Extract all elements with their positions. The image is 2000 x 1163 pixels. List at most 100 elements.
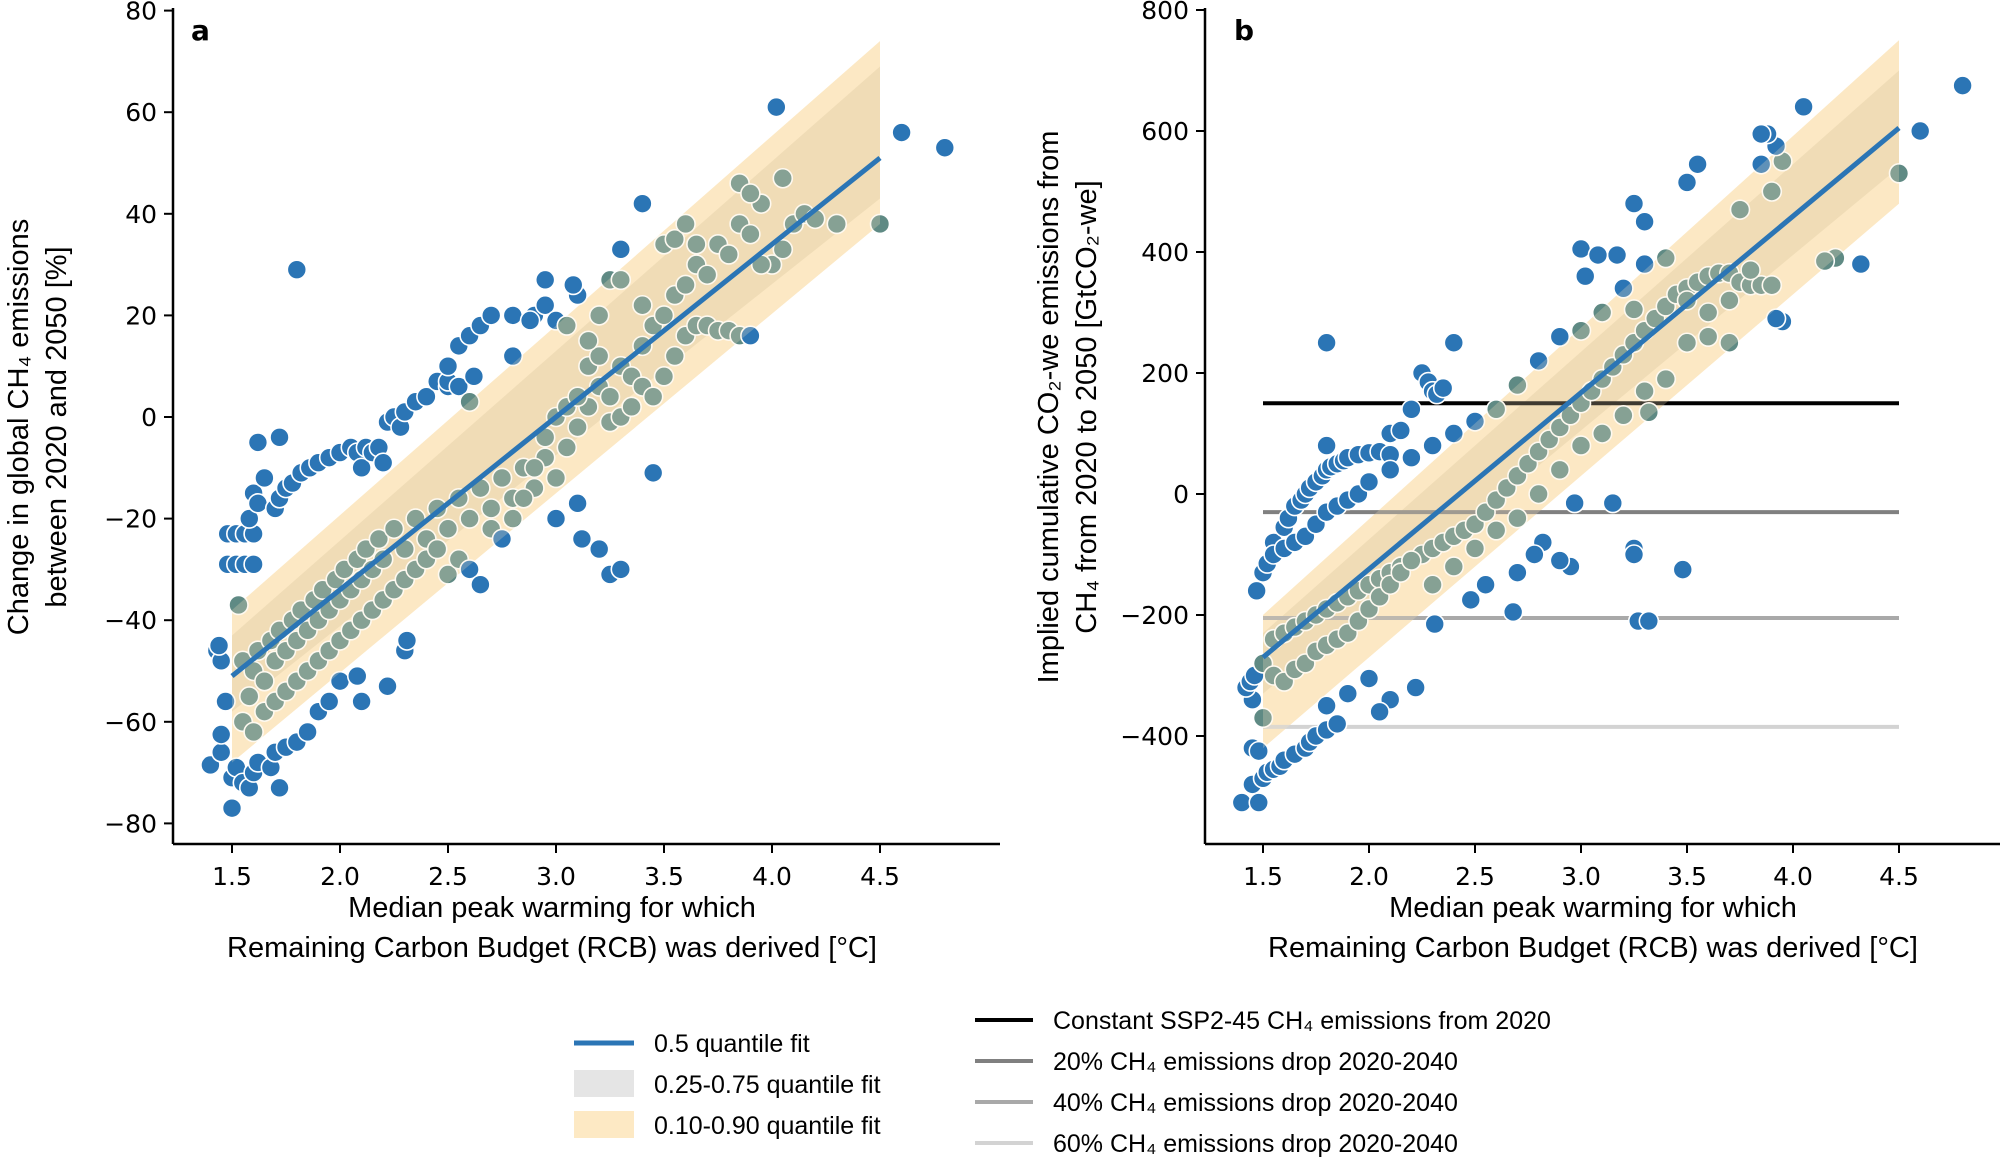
legend-reference-lines: Constant SSP2-45 CH₄ emissions from 2020… <box>975 1007 1551 1158</box>
legend-reference-entry-2: 20% CH₄ emissions drop 2020-2040 <box>975 1048 1458 1076</box>
panel-b-data-point <box>1231 792 1253 813</box>
panel-a-data-point <box>254 670 275 692</box>
panel-a-y-tick-label: −80 <box>104 809 157 838</box>
panel-b-y-tick-label: −400 <box>1120 722 1189 751</box>
panel-a-data-point <box>228 594 249 616</box>
panel-a-data-point <box>632 294 653 316</box>
panel-b-data-point <box>1655 247 1677 269</box>
panel-a-data-point <box>437 355 459 377</box>
panel-a-data-point <box>247 432 269 453</box>
panel-b-data-point <box>1909 120 1931 142</box>
panel-b-data-point <box>1623 544 1645 565</box>
panel-a-data-point <box>653 366 675 387</box>
panel-b-data-point <box>1591 302 1613 323</box>
legend-entry-3: 0.10-0.90 quantile fit <box>574 1111 881 1140</box>
panel-a-y-axis-label: Change in global CH₄ emissions between 2… <box>3 219 73 635</box>
panel-a-axes: 1.5 2.0 2.5 3.0 3.5 4.0 4.5 80 60 40 20 0 −20 −40 −60 −… <box>104 0 1000 891</box>
panel-b-data-point <box>1574 265 1596 287</box>
panel-b-axes: 1.5 2.0 2.5 3.0 3.5 4.0 4.5 800 600 400 200 0 −200 −4… <box>1120 0 2000 891</box>
panel-b-scatter-points <box>1231 40 1973 813</box>
panel-a-data-point <box>567 416 588 438</box>
panel-b-data-point <box>1793 96 1814 118</box>
panel-a-data-point <box>459 391 480 413</box>
panel-b-data-point <box>1464 538 1486 559</box>
panel-b-data-point <box>1587 244 1609 266</box>
panel-a-data-point <box>377 675 398 697</box>
panel-b-data-point <box>1316 435 1337 456</box>
panel-a-x-axis-label: Median peak warming for which Remaining … <box>227 892 877 964</box>
panel-b-data-point <box>1502 601 1524 623</box>
panel-a-x-tick-label: 4.0 <box>752 862 792 891</box>
panel-b-data-point <box>1623 193 1645 214</box>
panel-a-y-tick-label: 0 <box>141 403 157 432</box>
panel-a-data-point <box>215 691 236 712</box>
panel-b-data-point <box>1401 398 1422 420</box>
panel-a-data-point <box>740 183 761 204</box>
panel-a-data-point <box>491 467 513 489</box>
panel-b-data-point <box>1634 253 1655 275</box>
panel-b-data-point <box>1358 471 1380 493</box>
panel-a-data-point <box>599 386 621 407</box>
panel-b-y-tick-label: −200 <box>1120 601 1189 630</box>
legend-label: 40% CH₄ emissions drop 2020-2040 <box>1053 1089 1458 1117</box>
panel-b-data-point <box>1613 277 1634 299</box>
panel-b-data-point <box>1672 559 1694 580</box>
panel-b-data-point <box>1623 299 1645 320</box>
panel-a-data-point <box>524 457 545 479</box>
panel-a-median-fit-line <box>230 155 882 679</box>
panel-b-y-tick-label: 600 <box>1141 117 1189 146</box>
panel-a-data-point <box>766 96 787 118</box>
panel-a-x-label-line-1: Median peak warming for which <box>348 892 756 924</box>
panel-a-data-point <box>480 305 502 326</box>
panel-a-data-point <box>416 386 437 407</box>
panel-b-data-point <box>1549 326 1571 348</box>
panel-b-data-point <box>1719 290 1740 311</box>
panel-b-data-point <box>1369 701 1390 723</box>
panel-b-data-point <box>1337 683 1359 704</box>
panel-a-x-tick-label: 2.5 <box>428 862 468 891</box>
panel-a-data-point <box>210 741 232 763</box>
panel-a-data-point <box>247 493 269 514</box>
panel-a-data-point <box>426 538 448 560</box>
panel-b-data-point <box>1570 238 1592 260</box>
panel-a-data-point <box>567 493 588 514</box>
panel-a-data-point <box>556 437 578 458</box>
panel-a-data-point <box>459 559 480 580</box>
panel-b-data-point <box>1638 610 1660 632</box>
panel-a-data-point <box>254 467 275 489</box>
panel-b-x-label-line-2: Remaining Carbon Budget (RCB) was derive… <box>1268 932 1918 964</box>
panel-a-data-point <box>664 345 686 367</box>
panel-a-data-point <box>610 559 632 580</box>
panel-b-data-point <box>1464 411 1486 432</box>
panel-b-x-tick-label: 2.0 <box>1349 862 1389 891</box>
panel-a-data-point <box>502 305 524 326</box>
panel-b-data-point <box>1390 420 1412 441</box>
panel-b-y-label-line-2: CH₄ from 2020 to 2050 [GtCO₂-we] <box>1071 180 1103 633</box>
panel-a-data-point <box>463 366 485 387</box>
panel-a-median-fit <box>230 155 882 679</box>
panel-b-band-25-75 <box>1263 70 1899 694</box>
panel-a-data-point <box>459 508 480 529</box>
panel-a-data-point <box>297 721 318 743</box>
panel-b-data-point <box>1316 332 1337 354</box>
panel-a-data-point <box>383 518 405 540</box>
panel-b-data-point <box>1401 550 1422 571</box>
panel-a-x-tick-label: 2.0 <box>320 862 360 891</box>
panel-b-data-point <box>1485 519 1507 541</box>
panel-b-data-point <box>1475 574 1496 596</box>
panel-b-x-axis-label: Median peak warming for which Remaining … <box>1268 892 1918 964</box>
panel-b-data-point <box>1405 677 1426 698</box>
panel-a-y-tick-label: −40 <box>104 606 157 635</box>
panel-b-data-point <box>1246 580 1267 602</box>
panel-a: 1.5 2.0 2.5 3.0 3.5 4.0 4.5 80 60 40 20 0 −20 −40 −60 −… <box>3 0 1000 964</box>
panel-b-y-tick-label: 200 <box>1141 359 1189 388</box>
panel-b-data-point <box>1422 435 1443 456</box>
panel-a-data-point <box>351 691 372 712</box>
panel-b-data-point <box>1507 562 1528 583</box>
legend-label: 60% CH₄ emissions drop 2020-2040 <box>1053 1130 1458 1158</box>
panel-b-data-point <box>1655 368 1677 390</box>
panel-b-data-point <box>1528 350 1549 372</box>
panel-b-data-point <box>1719 332 1740 354</box>
panel-a-y-tick-label: 40 <box>125 200 157 229</box>
panel-a-data-point <box>470 574 491 595</box>
